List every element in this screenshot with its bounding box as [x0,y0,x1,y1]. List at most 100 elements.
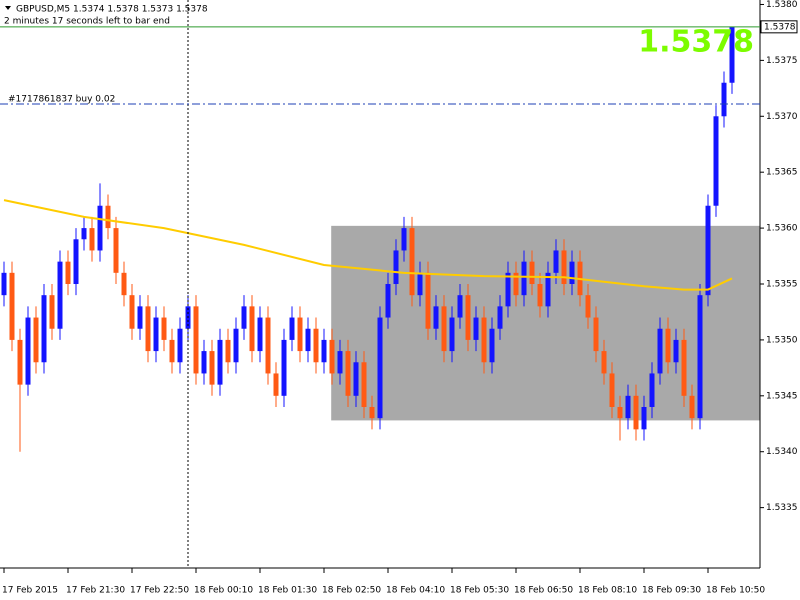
chart-title: GBPUSD,M5 1.5374 1.5378 1.5373 1.5378 [16,5,208,15]
current-price-box [760,20,798,34]
candle-body [713,116,719,206]
candle-body [337,351,343,374]
candle-body [273,373,279,396]
candle-body [345,351,351,396]
candle-body [201,351,207,374]
candle-body [361,362,367,407]
candle-body [529,261,535,284]
candle-body [497,306,503,329]
x-tick-label: 18 Feb 00:10 [194,586,253,596]
candle-body [505,272,511,307]
x-tick-label: 17 Feb 21:30 [66,586,125,596]
candle-body [129,295,135,329]
candle-body [489,328,495,363]
candle-body [553,250,559,273]
candle-body [561,250,567,284]
x-tick-label: 18 Feb 10:50 [706,586,765,596]
candle-body [481,317,487,363]
candle-body [545,272,551,307]
plot [1,26,760,452]
candle-body [25,317,31,385]
candle-body [417,272,423,296]
candle-body [105,205,111,229]
menu-arrow[interactable] [5,6,11,10]
candle-body [161,317,167,340]
candle-body [721,82,727,117]
x-tick-label: 18 Feb 08:10 [578,586,637,596]
candle-body [673,339,679,363]
candle-body [305,328,311,352]
candle-body [569,261,575,284]
candle-body [473,317,479,340]
candle-body [289,317,295,340]
candle-body [153,317,159,352]
candle-body [145,306,151,352]
candle-body [121,272,127,296]
candle-body [169,339,175,363]
candle-body [1,272,7,296]
candle-body [625,395,631,419]
y-tick-label: 1.5350 [766,335,798,345]
moving-average [3,199,733,291]
y-tick-label: 1.5360 [766,224,798,234]
order-label: #1717861837 buy 0.02 [8,94,115,104]
candle-body [249,306,255,352]
candle-body [209,351,215,385]
candle-body [633,395,639,430]
x-tick-label: 18 Feb 04:10 [386,586,445,596]
y-tick-label: 1.5340 [766,447,798,457]
candle-body [585,295,591,318]
candle-body [697,295,703,419]
candle-body [321,339,327,363]
candle-body [617,406,623,419]
candle-body [513,272,519,296]
candle-body [353,362,359,396]
x-tick-label: 18 Feb 01:30 [258,586,317,596]
candle-body [41,295,47,363]
candle-body [705,205,711,296]
candle-body [433,306,439,329]
candle-body [665,328,671,363]
x-tick-label: 17 Feb 22:50 [130,586,189,596]
y-tick-label: 1.5335 [766,503,798,513]
candle-body [225,339,231,363]
candle-body [537,284,543,307]
candle-body [137,306,143,329]
candle-body [465,295,471,340]
candle-body [281,339,287,396]
candle-body [17,339,23,385]
candle-body [233,328,239,363]
candle-body [521,261,527,296]
y-tick-label: 1.5370 [766,112,798,122]
y-tick-label: 1.5345 [766,391,798,401]
candle-body [193,306,199,374]
candle-body [81,228,87,240]
candle-body [401,228,407,251]
candle-body [313,328,319,363]
candle-body [33,317,39,363]
candle-body [641,406,647,430]
candle-body [649,373,655,407]
candle-body [257,317,263,352]
candle-body [409,228,415,296]
x-tick-label: 18 Feb 05:30 [450,586,509,596]
candle-body [369,406,375,419]
candle-body [689,395,695,419]
candle-body [329,339,335,374]
candle-body [593,317,599,352]
y-tick-label: 1.5365 [766,168,798,178]
candle-body [265,317,271,374]
candle-body [729,26,735,83]
candle-body [601,351,607,374]
current-price-big: 1.5378 [638,24,754,59]
candle-body [377,317,383,419]
candle-body [65,261,71,284]
x-tick-label: 17 Feb 2015 [2,586,58,596]
y-tick-label: 1.5380 [766,0,798,10]
candle-body [49,295,55,329]
x-tick-label: 18 Feb 06:50 [514,586,573,596]
candle-body [609,373,615,407]
candle-body [441,306,447,352]
